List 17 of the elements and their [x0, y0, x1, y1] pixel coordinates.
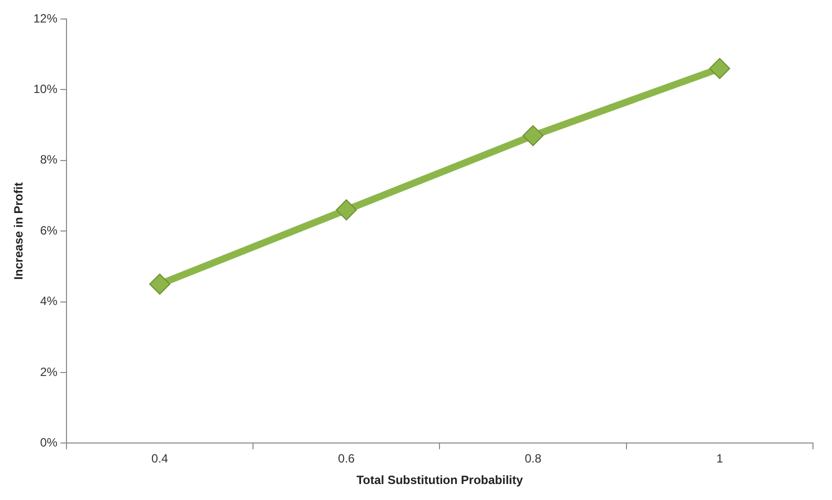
point: [709, 58, 730, 79]
y-tick-label: 10%: [33, 82, 58, 96]
x-tick-label: 1: [716, 452, 724, 466]
x-axis-title: Total Substitution Probability: [356, 473, 524, 488]
y-tick-label: 4%: [40, 294, 58, 308]
y-tick-label: 0%: [40, 436, 58, 450]
point: [522, 125, 544, 146]
y-tick-label: 8%: [40, 152, 58, 167]
y-axis-title: Increase in Profit: [12, 182, 26, 280]
point: [149, 274, 170, 295]
y-tick-label: 2%: [40, 364, 58, 379]
y-tick-label: 12%: [33, 11, 58, 26]
x-tick-label: 0.4: [151, 452, 168, 466]
x-tick-label: 0.8: [524, 452, 542, 466]
point: [336, 199, 357, 220]
x-tick-label: 0.6: [338, 452, 356, 466]
y-tick-label: 6%: [40, 223, 58, 238]
